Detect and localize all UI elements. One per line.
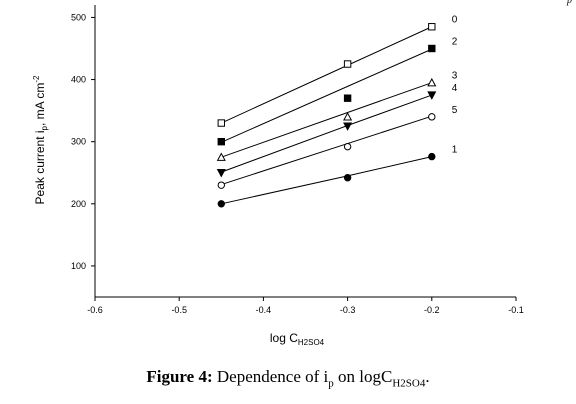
series-label-1: 1 [452, 145, 458, 156]
series-label-4: 4 [452, 83, 458, 94]
filled-triangle-marker [343, 122, 353, 131]
filled-triangle-marker [427, 91, 437, 100]
x-tick-label: -0.2 [424, 305, 440, 315]
y-tick-label: 200 [71, 199, 86, 209]
open-circle-marker [343, 142, 352, 151]
filled-circle-marker [428, 152, 436, 161]
x-tick-label: -0.6 [87, 305, 103, 315]
corner-mark: p [567, 0, 572, 6]
open-square-marker [428, 23, 436, 31]
x-tick-label: -0.1 [508, 305, 524, 315]
series-labels: 0 2 34 5 1 [452, 15, 458, 156]
open-triangle-marker [343, 112, 353, 121]
filled-circle-marker [217, 200, 226, 208]
y-axis-ticks: 100 200 300 400 500 [71, 12, 95, 271]
filled-square-marker [428, 44, 436, 53]
filled-square-marker [217, 137, 226, 146]
x-axis-title: log CH2SO4 [270, 331, 325, 347]
open-square-marker [217, 119, 226, 127]
open-square-marker [343, 60, 352, 68]
regression-lines [221, 26, 433, 205]
open-circle-marker [428, 113, 436, 121]
fit-line-series-3 [221, 82, 432, 158]
series-label-3: 3 [452, 71, 458, 82]
data-markers [216, 23, 437, 208]
y-tick-label: 100 [71, 261, 86, 271]
figure-caption: Figure 4: Dependence of ip on logCH2SO4. [146, 367, 430, 390]
open-triangle-marker [216, 152, 226, 161]
x-axis-ticks: -0.6 -0.5 -0.4 -0.3 -0.2 -0.1 [87, 297, 524, 315]
series-3 [216, 77, 437, 161]
figure-label: Figure 4: [146, 367, 213, 386]
open-triangle-marker [427, 77, 437, 87]
series-5 [217, 113, 436, 189]
series-label-0: 0 [452, 15, 458, 26]
fit-line-series-5 [221, 115, 432, 186]
y-tick-label: 500 [71, 12, 86, 22]
plot-frame [94, 5, 516, 298]
filled-triangle-marker [216, 169, 226, 178]
series-2 [217, 44, 436, 146]
filled-square-marker [343, 94, 352, 102]
y-axis-title: Peak current ip, mA cm-2 [32, 75, 49, 205]
x-tick-label: -0.5 [171, 305, 187, 315]
fit-line-series-0 [221, 26, 433, 124]
y-tick-label: 400 [71, 75, 86, 85]
fit-line-series-4 [221, 94, 432, 173]
series-label-2: 2 [452, 36, 458, 47]
open-circle-marker [217, 181, 226, 189]
fit-line-series-2 [221, 48, 433, 143]
series-label-5: 5 [452, 105, 458, 116]
filled-circle-marker [343, 174, 352, 182]
x-tick-label: -0.4 [256, 305, 272, 315]
series-1 [217, 152, 436, 208]
fit-line-series-1 [221, 156, 432, 205]
y-tick-label: 300 [71, 137, 86, 147]
x-tick-label: -0.3 [340, 305, 356, 315]
series-0 [217, 23, 436, 127]
series-4 [216, 91, 437, 178]
